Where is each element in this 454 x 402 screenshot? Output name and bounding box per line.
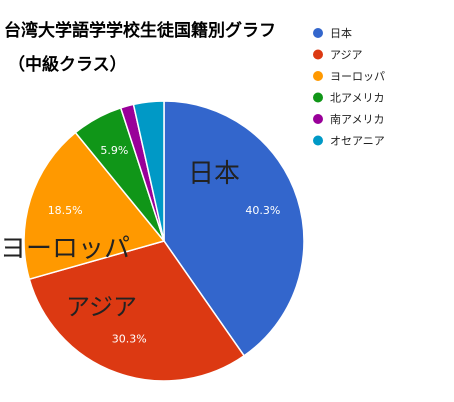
legend-marker-1 [313, 49, 323, 60]
legend-label-3: 北アメリカ [330, 92, 384, 105]
annotation-japan: 日本 [188, 159, 240, 189]
pie-slice-0 [163, 100, 305, 357]
legend-marker-4 [313, 114, 323, 124]
legend-label-5: オセアニア [330, 135, 385, 148]
data-label-2: 18.5% [48, 204, 83, 217]
chart-title: 台湾大学語学学校生徒国籍別グラフ [4, 20, 276, 41]
legend-label-4: 南アメリカ [330, 113, 384, 126]
data-label-0: 40.3% [245, 204, 280, 217]
legend-label-0: 日本 [330, 26, 352, 40]
chart-subtitle: （中級クラス） [8, 54, 127, 75]
legend-marker-2 [313, 71, 323, 81]
slice-annotations: 日本 アジア ヨーロッパ [0, 159, 240, 321]
annotation-asia: アジア [66, 293, 137, 321]
pie-slice-2 [23, 131, 166, 281]
legend-marker-3 [313, 92, 323, 103]
legend-marker-5 [313, 135, 323, 146]
pie-slice-1 [28, 240, 246, 382]
pie-slice-5 [132, 100, 165, 242]
data-labels: 40.3% 30.3% 18.5% 5.9% [48, 144, 281, 346]
legend-marker-0 [313, 28, 323, 38]
annotation-europe: ヨーロッパ [0, 234, 130, 264]
legend-label-1: アジア [330, 49, 363, 62]
data-label-1: 30.3% [112, 333, 147, 346]
pie-slices [23, 100, 305, 382]
legend-label-2: ヨーロッパ [330, 70, 385, 83]
data-label-3: 5.9% [100, 144, 128, 157]
